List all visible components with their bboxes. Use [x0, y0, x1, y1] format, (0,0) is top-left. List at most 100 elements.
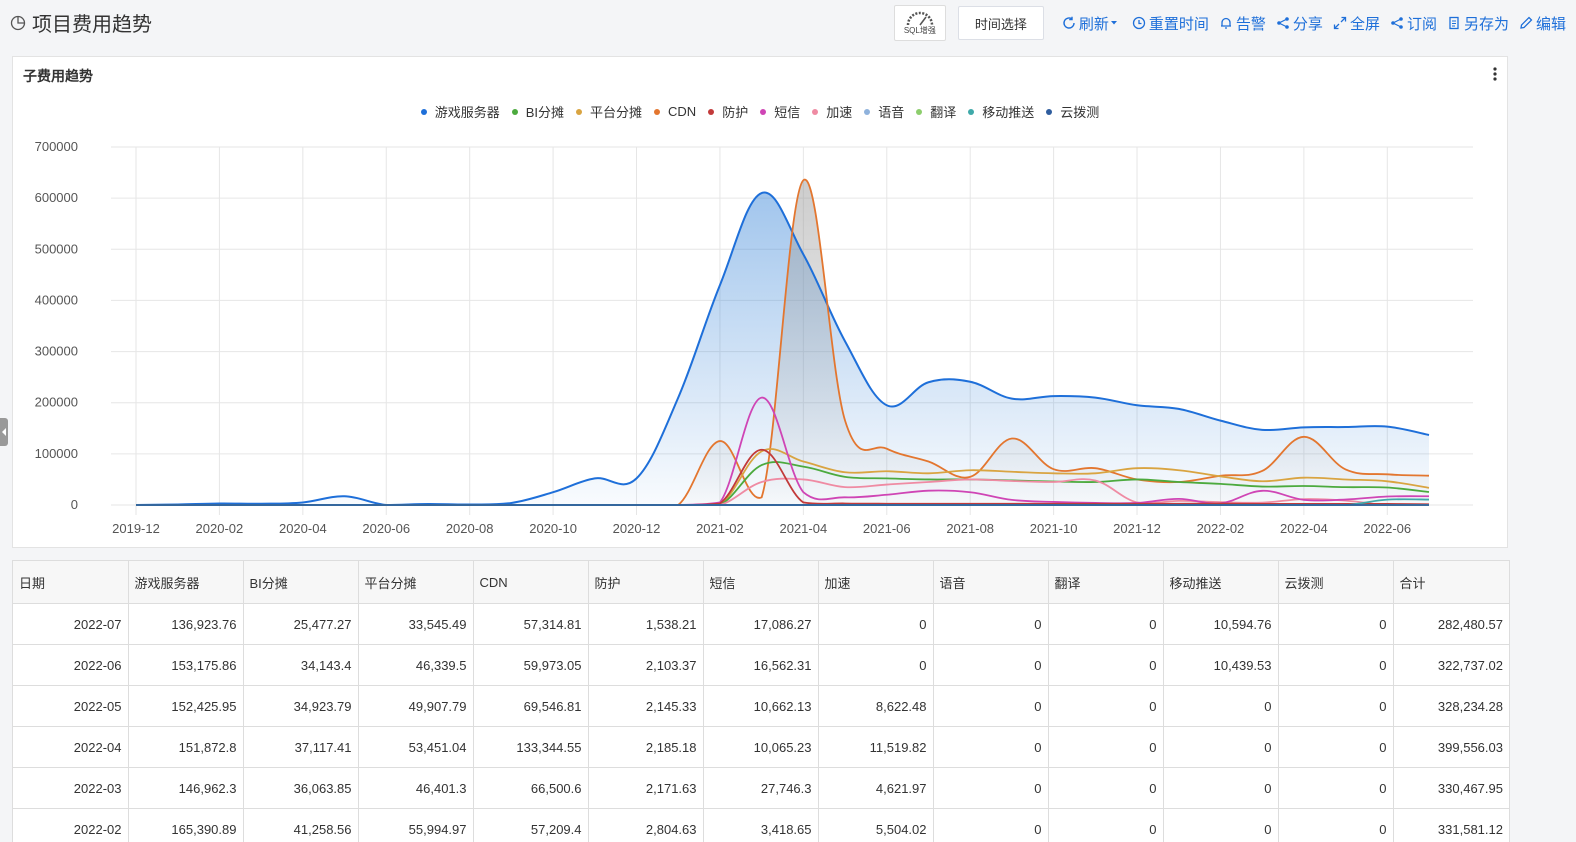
- column-header[interactable]: 合计: [1393, 561, 1509, 604]
- x-tick-label: 2021-04: [779, 521, 827, 536]
- table-cell: 34,923.79: [243, 686, 358, 727]
- table-cell: 0: [818, 604, 933, 645]
- sql-enhance-button[interactable]: SQL增强: [894, 5, 946, 41]
- table-cell: 49,907.79: [358, 686, 473, 727]
- table-cell: 0: [818, 645, 933, 686]
- table-cell: 3,418.65: [703, 809, 818, 842]
- reset-time-icon: [1132, 16, 1146, 30]
- page-title-group: 项目费用趋势: [10, 8, 152, 37]
- table-cell: 2,103.37: [588, 645, 703, 686]
- table-cell: 27,746.3: [703, 768, 818, 809]
- table-cell: 151,872.8: [128, 727, 243, 768]
- x-tick-label: 2021-12: [1113, 521, 1161, 536]
- table-cell: 17,086.27: [703, 604, 818, 645]
- table-cell: 2022-07: [13, 604, 128, 645]
- column-header[interactable]: 云拨测: [1278, 561, 1393, 604]
- alert-button[interactable]: 告警: [1219, 13, 1266, 34]
- table-cell: 328,234.28: [1393, 686, 1509, 727]
- y-tick-label: 300000: [35, 344, 78, 359]
- table-cell: 322,737.02: [1393, 645, 1509, 686]
- reset-time-label: 重置时间: [1149, 13, 1209, 34]
- x-tick-label: 2019-12: [112, 521, 160, 536]
- table-cell: 37,117.41: [243, 727, 358, 768]
- column-header[interactable]: BI分摊: [243, 561, 358, 604]
- column-header[interactable]: 游戏服务器: [128, 561, 243, 604]
- table-cell: 2,804.63: [588, 809, 703, 842]
- table-cell: 0: [1048, 727, 1163, 768]
- table-cell: 0: [1163, 809, 1278, 842]
- table-cell: 2,185.18: [588, 727, 703, 768]
- table-cell: 25,477.27: [243, 604, 358, 645]
- fullscreen-button[interactable]: 全屏: [1333, 13, 1380, 34]
- edit-icon: [1519, 16, 1533, 30]
- table-cell: 10,065.23: [703, 727, 818, 768]
- save-as-icon: [1447, 16, 1461, 30]
- table-cell: 330,467.95: [1393, 768, 1509, 809]
- edit-button[interactable]: 编辑: [1519, 13, 1566, 34]
- column-header[interactable]: 翻译: [1048, 561, 1163, 604]
- table-cell: 57,209.4: [473, 809, 588, 842]
- y-tick-label: 400000: [35, 292, 78, 307]
- column-header[interactable]: 平台分摊: [358, 561, 473, 604]
- refresh-icon: [1062, 16, 1076, 30]
- column-header[interactable]: 移动推送: [1163, 561, 1278, 604]
- bell-icon: [1219, 16, 1233, 30]
- column-header[interactable]: 短信: [703, 561, 818, 604]
- column-header[interactable]: CDN: [473, 561, 588, 604]
- x-tick-label: 2021-08: [946, 521, 994, 536]
- refresh-button[interactable]: 刷新: [1062, 13, 1122, 34]
- x-tick-label: 2022-04: [1280, 521, 1328, 536]
- sidebar-collapse-handle[interactable]: [0, 418, 8, 446]
- fullscreen-label: 全屏: [1350, 13, 1380, 34]
- x-tick-label: 2021-06: [863, 521, 911, 536]
- column-header[interactable]: 日期: [13, 561, 128, 604]
- column-header[interactable]: 加速: [818, 561, 933, 604]
- table-cell: 282,480.57: [1393, 604, 1509, 645]
- chevron-left-icon: [0, 418, 8, 446]
- table-cell: 0: [1278, 645, 1393, 686]
- subscribe-button[interactable]: 订阅: [1390, 13, 1437, 34]
- save-as-label: 另存为: [1464, 13, 1509, 34]
- x-tick-label: 2020-06: [362, 521, 410, 536]
- table-cell: 36,063.85: [243, 768, 358, 809]
- column-header[interactable]: 防护: [588, 561, 703, 604]
- table-cell: 2022-04: [13, 727, 128, 768]
- table-cell: 399,556.03: [1393, 727, 1509, 768]
- share-label: 分享: [1293, 13, 1323, 34]
- y-tick-label: 100000: [35, 446, 78, 461]
- column-header[interactable]: 语音: [933, 561, 1048, 604]
- table-cell: 16,562.31: [703, 645, 818, 686]
- table-cell: 59,973.05: [473, 645, 588, 686]
- caret-down-icon: [1109, 18, 1119, 28]
- time-select-button[interactable]: 时间选择: [958, 6, 1044, 40]
- sql-enhance-label: SQL增强: [904, 25, 936, 36]
- table-cell: 0: [933, 604, 1048, 645]
- table-cell: 2,145.33: [588, 686, 703, 727]
- table-cell: 0: [1278, 686, 1393, 727]
- subscribe-label: 订阅: [1407, 13, 1437, 34]
- page-title: 项目费用趋势: [32, 8, 152, 37]
- refresh-label: 刷新: [1079, 13, 1109, 34]
- y-tick-label: 500000: [35, 241, 78, 256]
- table-cell: 33,545.49: [358, 604, 473, 645]
- save-as-button[interactable]: 另存为: [1447, 13, 1509, 34]
- table-cell: 46,339.5: [358, 645, 473, 686]
- table-cell: 2,171.63: [588, 768, 703, 809]
- table-cell: 11,519.82: [818, 727, 933, 768]
- table-cell: 0: [1048, 645, 1163, 686]
- table-cell: 5,504.02: [818, 809, 933, 842]
- reset-time-button[interactable]: 重置时间: [1132, 13, 1209, 34]
- table-cell: 0: [1163, 727, 1278, 768]
- share-button[interactable]: 分享: [1276, 13, 1323, 34]
- table-cell: 46,401.3: [358, 768, 473, 809]
- table-cell: 0: [1278, 768, 1393, 809]
- fullscreen-icon: [1333, 16, 1347, 30]
- x-tick-label: 2020-04: [279, 521, 327, 536]
- table-cell: 0: [1048, 686, 1163, 727]
- table-cell: 10,439.53: [1163, 645, 1278, 686]
- table-cell: 152,425.95: [128, 686, 243, 727]
- table-cell: 0: [1163, 686, 1278, 727]
- x-tick-label: 2022-06: [1363, 521, 1411, 536]
